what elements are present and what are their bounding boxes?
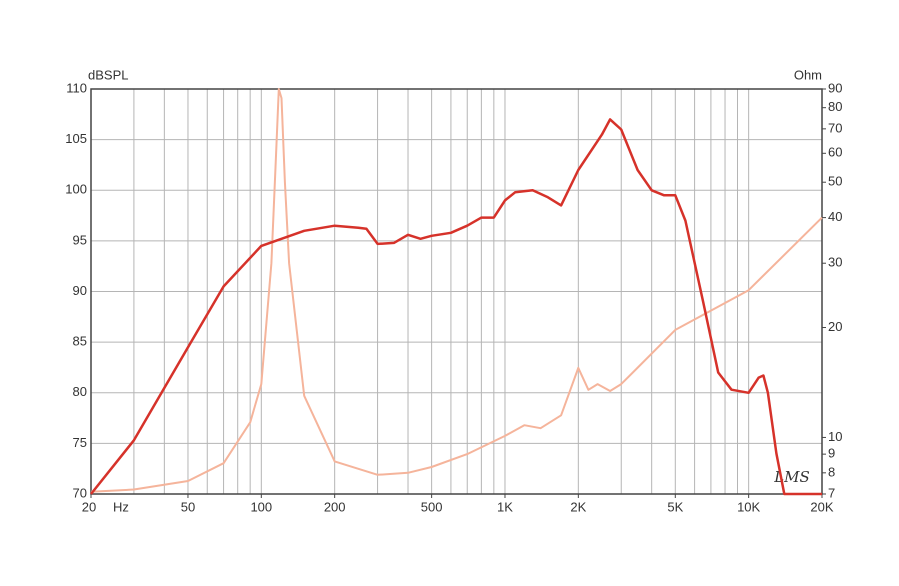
- x-tick-label: 500: [421, 499, 443, 514]
- y2-tick-label: 30: [828, 255, 842, 270]
- x-tick-label: 50: [181, 499, 195, 514]
- x-tick-label: 100: [250, 499, 272, 514]
- y-tick-label: 85: [73, 334, 87, 349]
- y-tick-label: 100: [65, 182, 87, 197]
- y-axis-label: dBSPL: [88, 67, 128, 82]
- y-tick-label: 70: [73, 485, 87, 500]
- y2-tick-label: 70: [828, 120, 842, 135]
- y2-tick-label: 90: [828, 80, 842, 95]
- y2-tick-label: 9: [828, 446, 835, 461]
- y2-axis-label: Ohm: [794, 67, 822, 82]
- y2-tick-label: 7: [828, 485, 835, 500]
- y-tick-label: 80: [73, 384, 87, 399]
- y2-tick-label: 8: [828, 464, 835, 479]
- y-tick-label: 105: [65, 131, 87, 146]
- x-tick-label: 20: [82, 499, 96, 514]
- x-tick-label: 20K: [810, 499, 833, 514]
- y-tick-label: 110: [66, 80, 87, 95]
- x-unit: Hz: [113, 499, 129, 514]
- x-tick-label: 2K: [570, 499, 586, 514]
- plot-frame: [90, 88, 823, 495]
- y2-tick-label: 40: [828, 209, 842, 224]
- y-tick-label: 95: [73, 232, 87, 247]
- x-tick-label: 10K: [737, 499, 760, 514]
- x-tick-label: 5K: [667, 499, 683, 514]
- y2-tick-label: 10: [828, 429, 842, 444]
- y2-tick-label: 20: [828, 319, 842, 334]
- y-tick-label: 75: [73, 435, 87, 450]
- x-tick-label: 200: [324, 499, 346, 514]
- y2-tick-label: 60: [828, 145, 842, 160]
- y2-tick-label: 80: [828, 99, 842, 114]
- x-tick-label: 1K: [497, 499, 513, 514]
- y2-tick-label: 50: [828, 174, 842, 189]
- series-line: [90, 118, 822, 496]
- y-tick-label: 90: [73, 283, 87, 298]
- series-line: [90, 88, 823, 493]
